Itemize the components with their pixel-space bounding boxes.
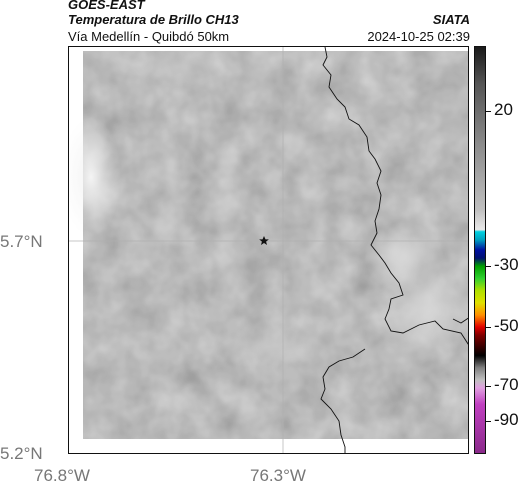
boundary-line <box>452 317 468 324</box>
colorbar-label: -70 <box>494 375 519 394</box>
boundary-line <box>320 348 366 453</box>
colorbar-label: -90 <box>494 410 519 429</box>
region-label: Vía Medellín - Quibdó 50km <box>68 29 230 44</box>
lon-label: 76.3°W <box>250 466 306 485</box>
map-panel[interactable] <box>68 46 469 454</box>
colorbar <box>474 46 486 454</box>
satellite-imagery <box>69 47 468 453</box>
colorbar-tick <box>486 266 491 267</box>
product-title: Temperatura de Brillo CH13 <box>68 12 239 27</box>
colorbar-tick <box>486 327 491 328</box>
organization-label: SIATA <box>432 12 470 27</box>
colorbar-tick <box>486 386 491 387</box>
star-icon <box>259 236 269 245</box>
colorbar-label: -50 <box>494 316 519 335</box>
timestamp: 2024-10-25 02:39 <box>367 29 470 44</box>
colorbar-label: -30 <box>494 255 519 274</box>
colorbar-label: 20 <box>494 100 513 119</box>
lat-label: 5.2°N <box>0 444 43 463</box>
colorbar-tick <box>486 111 491 112</box>
lon-label: 76.8°W <box>34 466 90 485</box>
lat-label: 5.7°N <box>0 232 43 251</box>
colorbar-tick <box>486 421 491 422</box>
satellite-title: GOES-EAST <box>68 0 145 12</box>
boundary-line <box>322 47 468 345</box>
